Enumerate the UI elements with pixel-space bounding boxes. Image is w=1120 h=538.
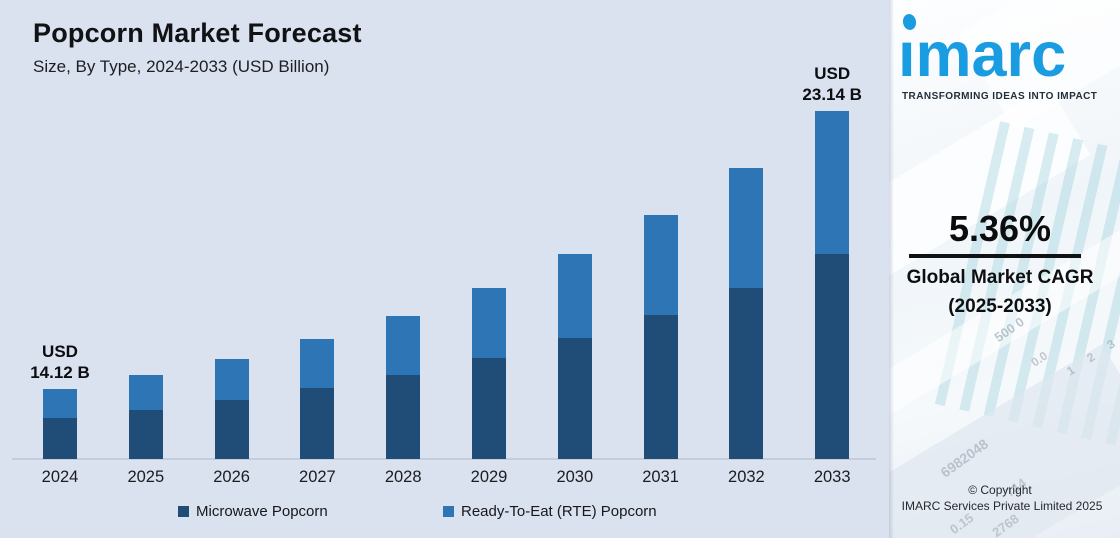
x-axis-label-2030: 2030 (556, 468, 594, 486)
legend-label-rte: Ready-To-Eat (RTE) Popcorn (461, 503, 657, 520)
segment-microwave-popcorn (815, 254, 850, 459)
segment-microwave-popcorn (128, 410, 163, 459)
bar-2029 (472, 288, 506, 459)
legend-label-microwave: Microwave Popcorn (196, 503, 328, 520)
x-axis-label-2028: 2028 (384, 468, 422, 486)
segment-microwave-popcorn (300, 388, 335, 459)
page-title: Popcorn Market Forecast (33, 18, 362, 48)
imarc-tagline: TRANSFORMING IDEAS INTO IMPACT (902, 91, 1098, 102)
value-label-2024: USD 14.12 B (30, 342, 90, 382)
copyright-line1: © Copyright (968, 483, 1032, 497)
x-axis-label-2031: 2031 (642, 468, 679, 486)
page-subtitle: Size, By Type, 2024-2033 (USD Billion) (33, 57, 330, 76)
segment-microwave-popcorn (557, 338, 592, 459)
bar-2030 (557, 254, 592, 459)
segment-rte-popcorn (386, 316, 421, 375)
x-axis-label-2033: 2033 (813, 468, 851, 486)
segment-rte-popcorn (300, 339, 335, 388)
bar-2027 (300, 339, 335, 459)
legend-swatch-microwave (178, 506, 189, 517)
segment-rte-popcorn (815, 111, 850, 254)
cagr-divider (909, 254, 1081, 258)
brand-panel: 500 0 0.0 1 2 3 4 6982048 0.15 714 2768 … (889, 0, 1120, 538)
segment-microwave-popcorn (386, 375, 421, 459)
segment-rte-popcorn (43, 389, 77, 418)
x-axis-line (12, 458, 876, 460)
segment-rte-popcorn (472, 288, 506, 358)
cagr-label: Global Market CAGR (906, 267, 1094, 288)
segment-microwave-popcorn (214, 400, 249, 459)
bar-2033 (815, 111, 850, 459)
bar-2024 (43, 389, 77, 459)
segment-rte-popcorn (128, 375, 163, 410)
segment-microwave-popcorn (643, 315, 678, 459)
bar-2026 (214, 359, 249, 459)
bar-2025 (128, 375, 163, 459)
x-axis-label-2027: 2027 (299, 468, 336, 486)
cagr-value: 5.36% (948, 208, 1052, 249)
segment-microwave-popcorn (729, 288, 764, 459)
x-axis-label-2029: 2029 (470, 468, 508, 486)
legend-swatch-rte (443, 506, 454, 517)
bar-2032 (729, 168, 764, 459)
imarc-logo: ımarc (898, 20, 1067, 90)
segment-rte-popcorn (214, 359, 249, 400)
segment-rte-popcorn (729, 168, 764, 288)
bar-2028 (386, 316, 421, 459)
x-axis-label-2024: 2024 (41, 468, 79, 486)
chart-panel: Popcorn Market Forecast Size, By Type, 2… (0, 0, 889, 538)
segment-microwave-popcorn (43, 418, 77, 459)
bar-chart-plot: 2024 2025 2026 2027 2028 2029 2030 2031 2032 2033… (12, 64, 876, 486)
legend-item-rte: Ready-To-Eat (RTE) Popcorn (443, 503, 657, 520)
x-axis-label-2026: 2026 (213, 468, 250, 486)
segment-rte-popcorn (643, 215, 678, 315)
x-axis-label-2032: 2032 (728, 468, 765, 486)
panel-edge-shadow (889, 0, 894, 538)
value-label-2033: USD 23.14 B (802, 64, 862, 104)
copyright-line2: IMARC Services Private Limited 2025 (901, 499, 1103, 513)
segment-rte-popcorn (557, 254, 592, 338)
bar-2031 (643, 215, 678, 459)
segment-microwave-popcorn (472, 358, 506, 459)
x-axis-label-2025: 2025 (127, 468, 165, 486)
cagr-years: (2025-2033) (948, 296, 1052, 317)
legend-item-microwave: Microwave Popcorn (178, 503, 328, 520)
